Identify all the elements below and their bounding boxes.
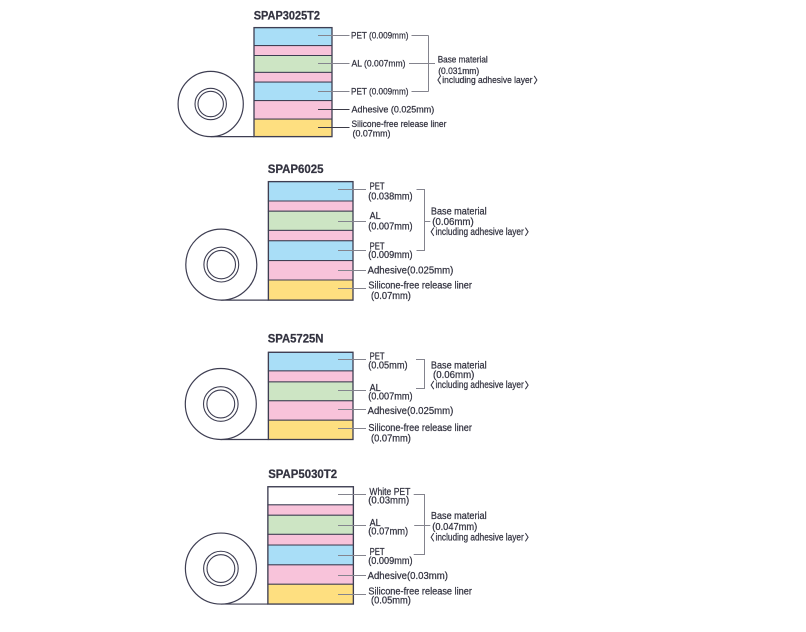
svg-text:Adhesive(0.03mm): Adhesive(0.03mm) bbox=[368, 571, 448, 582]
svg-text:AL: AL bbox=[370, 211, 381, 222]
svg-text:(0.047mm): (0.047mm) bbox=[432, 522, 477, 533]
svg-text:including adhesive layer: including adhesive layer bbox=[436, 532, 525, 543]
svg-text:(0.05mm): (0.05mm) bbox=[371, 596, 411, 607]
svg-text:(0.03mm): (0.03mm) bbox=[368, 496, 409, 507]
svg-text:(0.07mm): (0.07mm) bbox=[368, 527, 408, 538]
svg-text:Base material: Base material bbox=[431, 511, 487, 522]
svg-text:Base material: Base material bbox=[438, 55, 488, 65]
svg-text:PET (0.009mm): PET (0.009mm) bbox=[351, 87, 409, 97]
svg-text:SPAP5030T2: SPAP5030T2 bbox=[268, 467, 337, 481]
svg-text:PET: PET bbox=[370, 182, 385, 193]
svg-text:(0.06mm): (0.06mm) bbox=[432, 217, 473, 228]
svg-text:(0.07mm): (0.07mm) bbox=[353, 128, 391, 138]
svg-text:(0.038mm): (0.038mm) bbox=[368, 191, 412, 202]
svg-text:(0.07mm): (0.07mm) bbox=[371, 291, 411, 302]
svg-text:(0.07mm): (0.07mm) bbox=[371, 433, 411, 444]
svg-text:PET (0.009mm): PET (0.009mm) bbox=[351, 31, 409, 41]
svg-text:SPA5725N: SPA5725N bbox=[268, 332, 324, 346]
svg-text:Silicone-free release liner: Silicone-free release liner bbox=[352, 119, 447, 129]
svg-text:including adhesive layer: including adhesive layer bbox=[436, 227, 525, 238]
svg-text:Base material: Base material bbox=[431, 206, 487, 217]
svg-text:Adhesive(0.025mm): Adhesive(0.025mm) bbox=[368, 265, 454, 276]
svg-text:(0.009mm): (0.009mm) bbox=[368, 250, 412, 261]
svg-text:Adhesive(0.025mm): Adhesive(0.025mm) bbox=[368, 406, 454, 417]
svg-text:including adhesive layer: including adhesive layer bbox=[436, 380, 525, 391]
svg-text:(0.007mm): (0.007mm) bbox=[368, 392, 412, 403]
svg-text:(0.05mm): (0.05mm) bbox=[368, 361, 407, 372]
svg-text:Silicone-free release liner: Silicone-free release liner bbox=[368, 281, 472, 292]
svg-text:PET: PET bbox=[370, 352, 385, 363]
svg-text:AL: AL bbox=[370, 383, 381, 394]
svg-text:(0.06mm): (0.06mm) bbox=[433, 370, 474, 381]
svg-text:Silicone-free release liner: Silicone-free release liner bbox=[368, 423, 472, 434]
svg-text:PET: PET bbox=[370, 242, 385, 253]
svg-text:Silicone-free release liner: Silicone-free release liner bbox=[368, 587, 472, 598]
svg-text:AL: AL bbox=[370, 518, 381, 529]
svg-text:(0.007mm): (0.007mm) bbox=[368, 222, 412, 233]
svg-text:White PET: White PET bbox=[369, 487, 410, 498]
svg-text:PET: PET bbox=[370, 547, 385, 558]
svg-text:(0.031mm): (0.031mm) bbox=[438, 66, 479, 76]
svg-text:SPAP3025T2: SPAP3025T2 bbox=[254, 9, 320, 23]
svg-text:(0.009mm): (0.009mm) bbox=[368, 556, 412, 567]
svg-text:Adhesive (0.025mm): Adhesive (0.025mm) bbox=[352, 105, 435, 115]
svg-text:SPAP6025: SPAP6025 bbox=[268, 162, 324, 176]
svg-text:AL (0.007mm): AL (0.007mm) bbox=[352, 58, 406, 68]
svg-text:Base material: Base material bbox=[431, 361, 487, 372]
svg-text:including adhesive layer: including adhesive layer bbox=[442, 75, 532, 85]
